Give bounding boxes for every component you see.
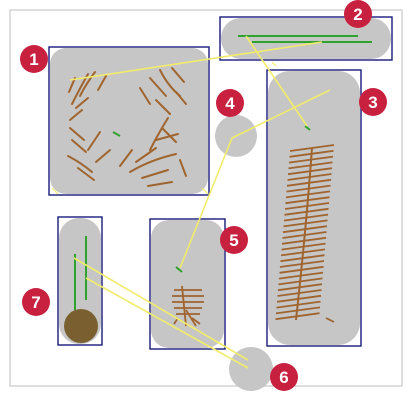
badge-5-label: 5 xyxy=(229,231,238,250)
badge-5: 5 xyxy=(220,226,248,254)
root-rib xyxy=(279,260,325,268)
root-rib xyxy=(286,178,332,187)
root-rib xyxy=(285,190,331,199)
root-rib xyxy=(281,242,326,251)
badge-7: 7 xyxy=(22,288,50,316)
root-rib xyxy=(284,207,329,216)
root-rib xyxy=(277,289,322,297)
badge-1: 1 xyxy=(20,45,48,73)
panel-5 xyxy=(149,218,226,350)
root-rib xyxy=(287,167,333,176)
badge-2-label: 2 xyxy=(353,5,362,24)
root-rib xyxy=(288,161,333,170)
root-rib xyxy=(276,300,321,309)
root-rib xyxy=(278,271,324,280)
badge-3: 3 xyxy=(359,88,387,116)
root-rib xyxy=(281,236,327,245)
badge-4-label: 4 xyxy=(225,94,235,113)
connector-lines xyxy=(69,35,331,369)
panel-1 xyxy=(48,46,210,196)
root-rib xyxy=(282,225,328,234)
panel-7 xyxy=(57,216,103,346)
panel-5-roots xyxy=(172,285,204,327)
root-rib xyxy=(277,283,323,292)
badge-3-label: 3 xyxy=(368,93,377,112)
root-rib xyxy=(278,277,323,286)
corner-ticks xyxy=(51,61,277,195)
root-rib xyxy=(275,312,320,321)
badge-6: 6 xyxy=(270,363,298,391)
root-rib xyxy=(286,184,331,193)
root-rib xyxy=(289,144,335,152)
circle-6 xyxy=(229,347,273,391)
root-rib xyxy=(283,219,328,228)
root-rib xyxy=(288,155,334,164)
root-rib xyxy=(276,294,322,303)
panel-3-roots xyxy=(275,144,335,321)
panel-1-shoot xyxy=(112,131,121,137)
root-rib xyxy=(283,213,329,222)
badge-7-label: 7 xyxy=(31,293,40,312)
badge-1-label: 1 xyxy=(29,50,38,69)
panel-2 xyxy=(219,16,393,61)
badge-4: 4 xyxy=(216,89,244,117)
root-rib xyxy=(284,202,330,210)
root-rib xyxy=(280,248,326,257)
root-rib xyxy=(275,306,321,315)
root-rib xyxy=(285,196,330,205)
root-rib xyxy=(280,254,325,263)
root-rib xyxy=(287,173,332,181)
badge-6-label: 6 xyxy=(279,368,288,387)
seed-icon xyxy=(64,309,98,343)
panel-1-roots xyxy=(67,67,187,187)
root-rib xyxy=(282,231,327,239)
root-rib xyxy=(279,265,324,274)
root-rib xyxy=(289,149,334,158)
badge-2: 2 xyxy=(344,0,372,28)
panel-3 xyxy=(266,69,362,347)
